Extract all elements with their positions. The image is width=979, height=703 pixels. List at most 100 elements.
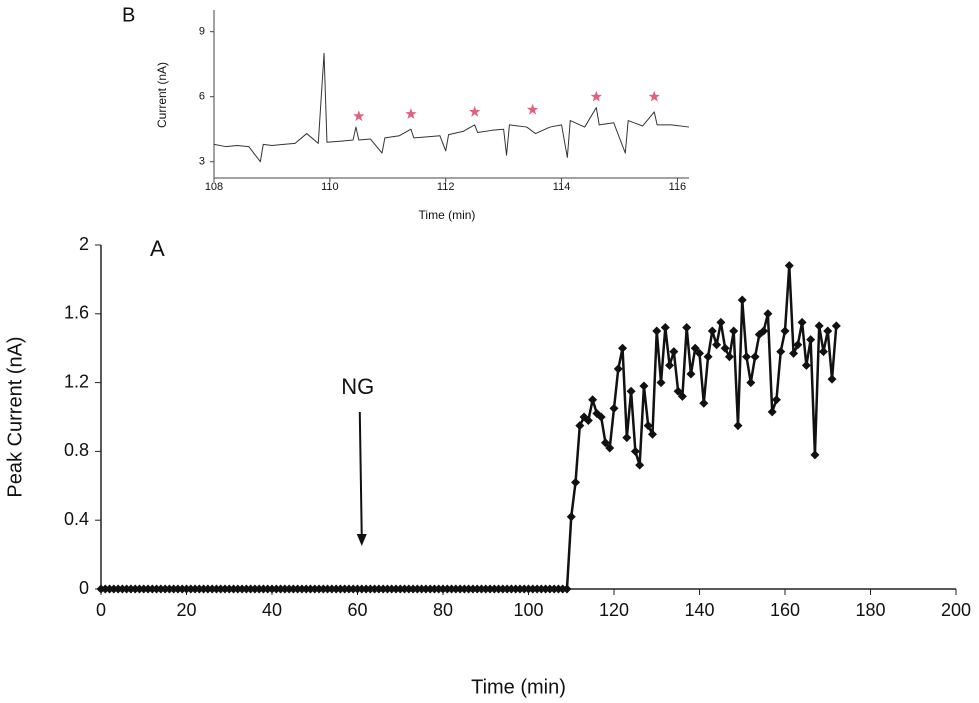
data-line: [213, 52, 690, 163]
x-tick-label: 140: [684, 600, 714, 620]
data-point: [806, 335, 816, 345]
event-star: [526, 103, 539, 115]
x-tick-label: 110: [321, 181, 339, 193]
data-point: [703, 352, 713, 362]
data-point: [686, 369, 696, 379]
y-tick-label: 2: [79, 234, 89, 254]
data-point: [647, 429, 657, 439]
data-point: [639, 381, 649, 391]
data-point: [814, 321, 824, 331]
x-tick-label: 20: [176, 600, 196, 620]
x-axis-label: Time (min): [471, 676, 566, 698]
data-point: [571, 477, 581, 487]
data-point: [776, 347, 786, 357]
data-point: [729, 326, 739, 336]
data-point: [797, 317, 807, 327]
data-point: [784, 261, 794, 271]
x-tick-label: 114: [553, 181, 571, 193]
data-point: [673, 386, 683, 396]
data-point: [724, 352, 734, 362]
y-tick-label: 9: [199, 26, 205, 38]
y-tick-label: 0.4: [64, 509, 89, 529]
data-point: [665, 360, 675, 370]
data-point: [605, 443, 615, 453]
data-point: [566, 512, 576, 522]
data-point: [699, 398, 709, 408]
data-point: [682, 323, 692, 333]
event-star: [405, 108, 417, 119]
data-point: [712, 340, 722, 350]
event-star: [353, 110, 365, 122]
y-tick-label: 0: [79, 578, 89, 598]
data-point: [622, 433, 632, 443]
y-tick-label: 0.8: [64, 440, 89, 460]
data-point: [660, 323, 670, 333]
data-point: [733, 421, 743, 431]
data-point: [763, 309, 773, 319]
x-tick-label: 80: [433, 600, 453, 620]
data-point: [810, 450, 820, 460]
annotation: NG: [341, 374, 374, 399]
data-point: [827, 374, 837, 384]
data-point: [588, 395, 598, 405]
data-point: [583, 415, 593, 425]
x-tick-label: 100: [513, 600, 543, 620]
data-point: [707, 326, 717, 336]
data-point: [801, 360, 811, 370]
data-point: [780, 326, 790, 336]
data-point: [750, 352, 760, 362]
event-star: [590, 90, 603, 102]
x-tick-label: 40: [262, 600, 282, 620]
event-star: [648, 90, 660, 102]
data-point: [690, 343, 700, 353]
data-point: [656, 378, 666, 388]
annotation-arrow: [358, 411, 363, 539]
x-tick-label: 120: [599, 600, 629, 620]
data-point: [575, 421, 585, 431]
y-tick-label: 3: [199, 156, 205, 168]
data-point: [831, 321, 841, 331]
data-point: [596, 412, 606, 422]
data-point: [600, 438, 610, 448]
data-point: [771, 395, 781, 405]
x-tick-label: 0: [96, 600, 106, 620]
y-tick-label: 1.6: [64, 303, 89, 323]
panel-label: A: [150, 236, 165, 261]
data-point: [618, 343, 628, 353]
y-tick-label: 6: [199, 91, 205, 103]
x-axis-label: Time (min): [419, 208, 476, 222]
data-point: [635, 460, 645, 470]
y-tick-label: 1.2: [64, 371, 89, 391]
data-point: [643, 421, 653, 431]
x-tick-label: 180: [855, 600, 885, 620]
data-point: [720, 343, 730, 353]
data-point: [652, 326, 662, 336]
data-point: [609, 403, 619, 413]
panel-label: B: [122, 4, 135, 26]
data-point: [626, 386, 636, 396]
data-point: [613, 364, 623, 374]
y-axis-label: Current (nA): [155, 62, 169, 128]
y-axis-label: Peak Current (nA): [4, 336, 26, 497]
data-point: [759, 326, 769, 336]
data-point: [677, 391, 687, 401]
event-star: [468, 105, 481, 117]
data-point: [737, 295, 747, 305]
data-point: [742, 352, 752, 362]
x-tick-label: 160: [770, 600, 800, 620]
data-point: [789, 348, 799, 358]
x-tick-label: 200: [941, 600, 971, 620]
x-tick-label: 108: [205, 181, 223, 193]
data-point: [716, 317, 726, 327]
data-point: [793, 340, 803, 350]
data-point: [746, 378, 756, 388]
data-point: [630, 446, 640, 456]
arrow-head: [356, 534, 367, 546]
data-point: [767, 407, 777, 417]
data-point: [823, 326, 833, 336]
data-point: [669, 347, 679, 357]
data-point: [562, 584, 572, 594]
x-tick-label: 116: [669, 181, 687, 193]
